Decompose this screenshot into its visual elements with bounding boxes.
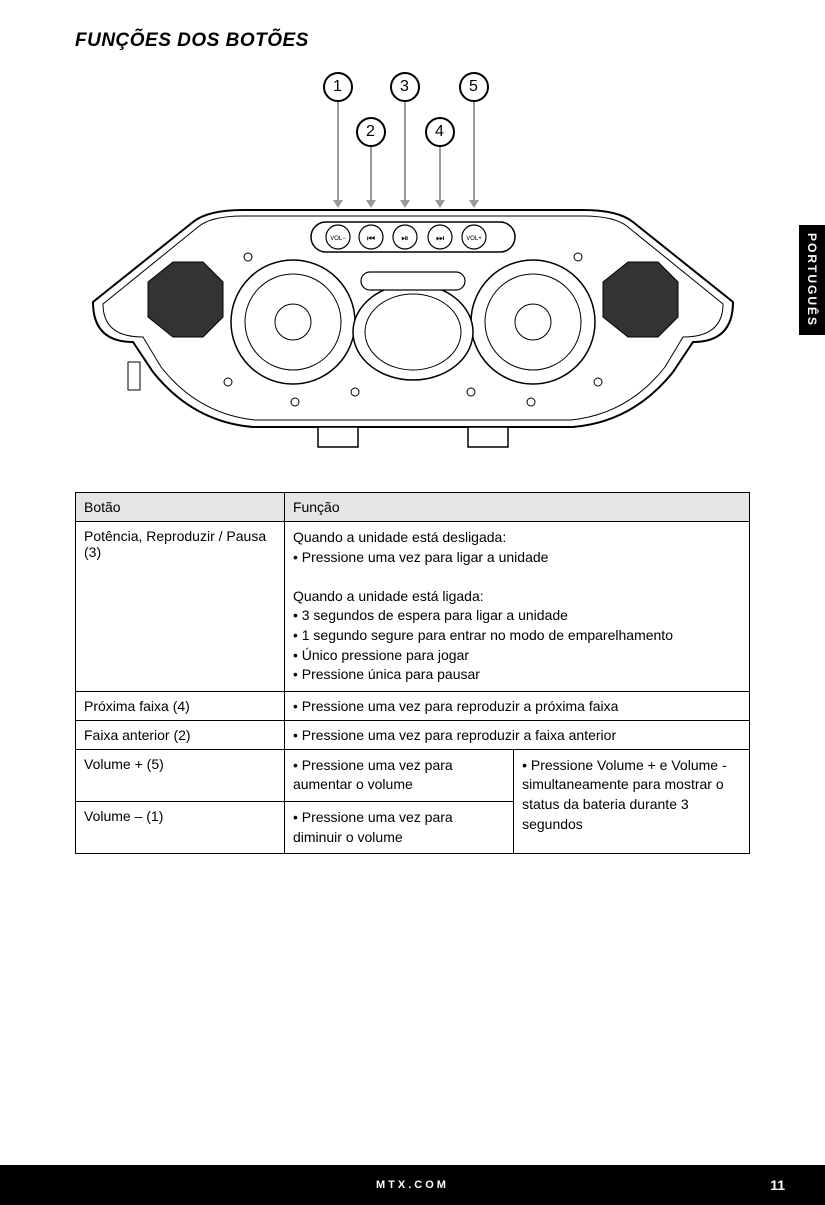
btn-vol-down-icon: VOL− [330, 236, 346, 242]
merged-battery-cell: • Pressione Volume + e Volume - simultan… [514, 749, 750, 853]
callout-3: 3 [390, 72, 420, 102]
device-illustration: VOL− ⏮ ⏯ ⏭ VOL+ [73, 202, 753, 462]
arrowhead-icon [366, 200, 376, 208]
th-function: Função [284, 493, 749, 522]
leader-line [337, 102, 339, 202]
callout-1: 1 [323, 72, 353, 102]
table-header-row: Botão Função [76, 493, 750, 522]
grille-right-icon [603, 262, 678, 337]
page-heading: FUNÇÕES DOS BOTÕES [75, 30, 750, 52]
footer-url: MTX.COM [376, 1179, 449, 1191]
diagram: 12345 VOL− ⏮ ⏯ ⏭ VOL+ [75, 72, 750, 462]
arrowhead-icon [400, 200, 410, 208]
table-row: Volume + (5) • Pressione uma vez para au… [76, 749, 750, 801]
callout-4: 4 [425, 117, 455, 147]
btn-next-icon: ⏭ [435, 233, 443, 243]
table-row: Potência, Reproduzir / Pausa (3) Quando … [76, 522, 750, 692]
callout-5: 5 [459, 72, 489, 102]
leader-line [370, 147, 372, 202]
footer-page-number: 11 [770, 1177, 785, 1193]
leader-line [404, 102, 406, 202]
leader-line [439, 147, 441, 202]
btn-power-play-icon: ⏯ [401, 233, 408, 243]
language-tab: PORTUGUÊS [799, 225, 825, 335]
th-button: Botão [76, 493, 285, 522]
grille-left-icon [148, 262, 223, 337]
page-footer: MTX.COM 11 [0, 1165, 825, 1205]
btn-vol-up-icon: VOL+ [466, 236, 482, 242]
arrowhead-icon [333, 200, 343, 208]
table-row: Faixa anterior (2) • Pressione uma vez p… [76, 720, 750, 749]
arrowhead-icon [435, 200, 445, 208]
callout-2: 2 [356, 117, 386, 147]
arrowhead-icon [469, 200, 479, 208]
btn-prev-icon: ⏮ [366, 233, 374, 243]
leader-line [473, 102, 475, 202]
function-table: Botão Função Potência, Reproduzir / Paus… [75, 492, 750, 854]
callout-layer: 12345 [73, 72, 753, 202]
table-row: Próxima faixa (4) • Pressione uma vez pa… [76, 691, 750, 720]
